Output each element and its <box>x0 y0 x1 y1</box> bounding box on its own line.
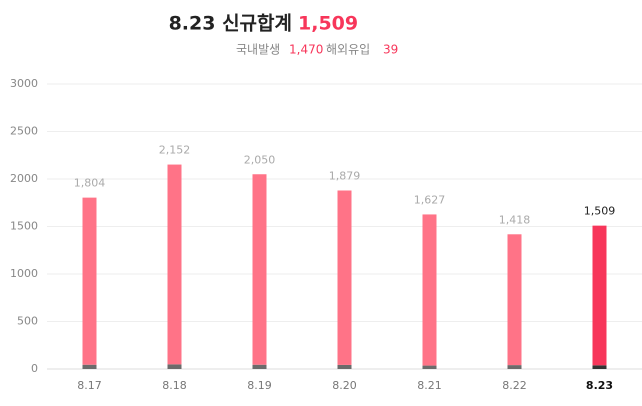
x-tick-label: 8.18 <box>162 379 187 392</box>
total-label: 1,879 <box>329 169 361 182</box>
bar-segment <box>82 364 97 369</box>
domestic-label: 국내발생 <box>236 43 280 57</box>
y-tick-label: 0 <box>31 362 38 375</box>
y-tick-label: 1000 <box>10 267 38 280</box>
y-tick-label: 2000 <box>10 172 38 185</box>
title-value: 1,509 <box>298 13 358 35</box>
total-label: 2,152 <box>159 144 191 157</box>
bar-segment <box>337 190 352 365</box>
domestic-value: 1,470 <box>289 43 323 57</box>
bar-segment <box>167 164 182 365</box>
total-label: 1,627 <box>414 193 446 206</box>
y-tick-label: 1500 <box>10 220 38 233</box>
bar-segment <box>167 364 182 369</box>
x-tick-label: 8.23 <box>586 379 613 392</box>
total-label: 1,804 <box>74 177 106 190</box>
y-tick-label: 500 <box>17 315 38 328</box>
total-label: 2,050 <box>244 153 276 166</box>
title: 8.23 신규합계 <box>169 13 292 35</box>
bar-segment <box>422 214 437 366</box>
y-tick-label: 3000 <box>10 77 38 90</box>
x-tick-label: 8.21 <box>417 379 442 392</box>
bar-segment <box>252 364 267 369</box>
bar-segment <box>507 365 522 369</box>
bar-segment <box>592 365 607 369</box>
overseas-label: 해외유입 <box>326 43 370 57</box>
x-tick-label: 8.22 <box>502 379 527 392</box>
bar-segment <box>507 234 522 366</box>
x-tick-label: 8.17 <box>77 379 102 392</box>
bar-segment <box>422 365 437 369</box>
x-tick-label: 8.19 <box>247 379 272 392</box>
bar-segment <box>337 364 352 369</box>
total-label: 1,509 <box>584 205 616 218</box>
bar-segment <box>252 174 267 365</box>
bar-segment <box>82 197 97 365</box>
y-tick-label: 2500 <box>10 125 38 138</box>
bar-segment <box>592 225 607 366</box>
total-label: 1,418 <box>499 213 531 226</box>
overseas-value: 39 <box>383 43 398 57</box>
x-tick-label: 8.20 <box>332 379 357 392</box>
